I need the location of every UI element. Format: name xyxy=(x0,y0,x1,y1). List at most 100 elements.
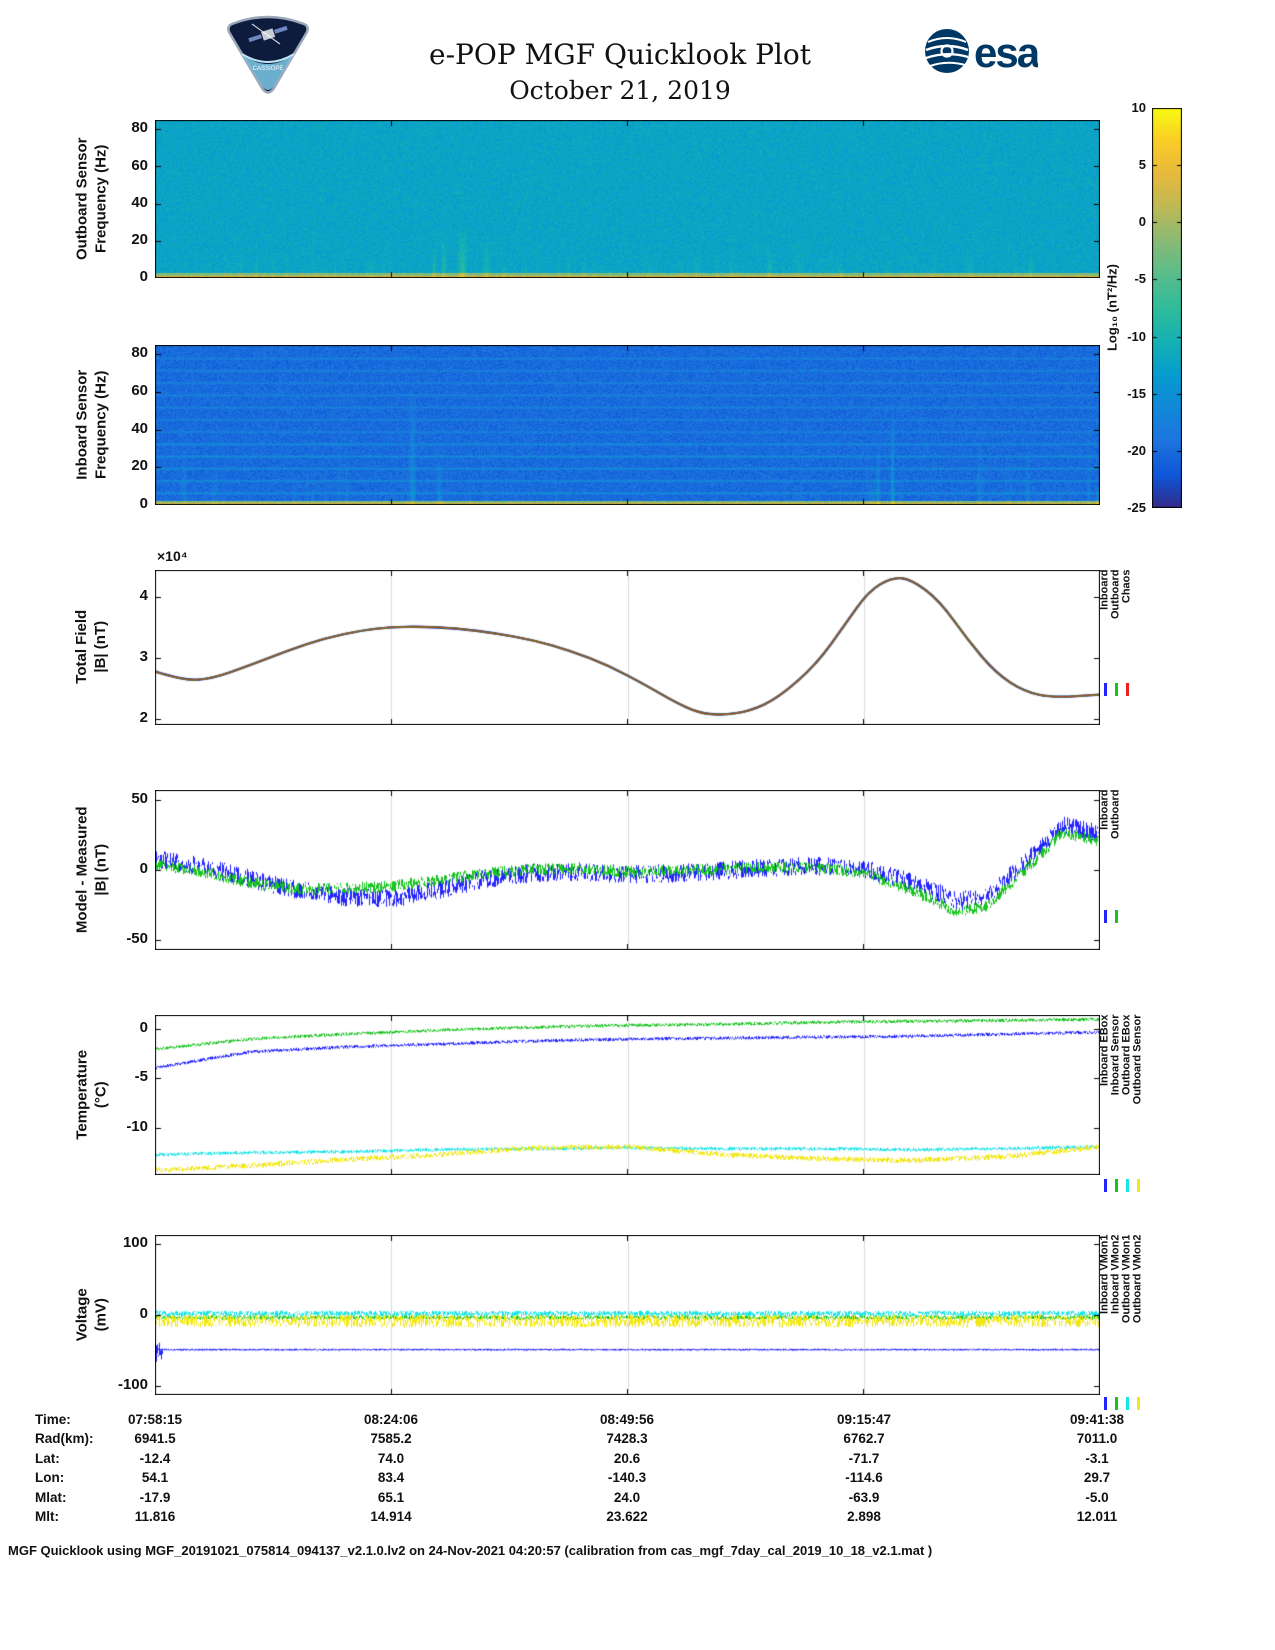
legend-marker xyxy=(1104,1397,1107,1410)
eph-value: 09:41:38 xyxy=(1069,1412,1125,1427)
y-axis-label-temperature: Temperature (°C) xyxy=(73,1015,111,1175)
total-field-plot xyxy=(155,570,1100,725)
y-tick-label: 100 xyxy=(122,1233,148,1251)
y-tick-label: 3 xyxy=(139,648,148,666)
y-tick-label: -5 xyxy=(134,1068,148,1086)
y-tick-label: 2 xyxy=(139,708,148,726)
eph-value: 74.0 xyxy=(377,1450,405,1466)
inboard-spectrogram-plot xyxy=(155,345,1100,505)
legend-marker xyxy=(1104,683,1107,696)
eph-value: -71.7 xyxy=(848,1450,880,1466)
y-tick-label: 0 xyxy=(139,1305,148,1322)
y-tick-label: -100 xyxy=(117,1376,148,1394)
eph-value: 54.1 xyxy=(141,1470,169,1486)
esa-logo: esa xyxy=(925,29,1038,76)
mission-patch-text: CASSIOPE xyxy=(253,66,284,72)
eph-value: 08:24:06 xyxy=(363,1412,419,1427)
y-tick-label: 4 xyxy=(139,587,148,605)
legend-marker xyxy=(1126,1179,1129,1192)
eph-value: 7011.0 xyxy=(1076,1431,1118,1447)
colorbar-tick-label: -10 xyxy=(1127,328,1146,344)
y-tick-label: 0 xyxy=(139,1018,148,1036)
y-tick-label: 80 xyxy=(131,119,148,137)
eph-value: 2.898 xyxy=(847,1509,881,1524)
eph-row-label: Mlt: xyxy=(35,1509,59,1524)
eph-value: 6941.5 xyxy=(134,1431,176,1447)
eph-value: -5.0 xyxy=(1085,1489,1109,1505)
esa-wordmark: esa xyxy=(974,29,1038,76)
y-tick-label: 0 xyxy=(139,860,148,877)
y-axis-scale-label: ×10⁴ xyxy=(157,548,188,564)
eph-value: 23.622 xyxy=(606,1509,648,1524)
voltage-plot xyxy=(155,1235,1100,1395)
eph-value: 11.816 xyxy=(134,1509,176,1524)
legend-label: Outboard Sensor xyxy=(1131,1014,1144,1105)
figure-date: October 21, 2019 xyxy=(509,76,731,105)
mission-patch-earth xyxy=(242,54,294,90)
colorbar-tick-label: -5 xyxy=(1134,271,1146,287)
y-tick-label: 50 xyxy=(131,789,148,807)
mission-patch-shield xyxy=(227,15,309,94)
eph-row-label: Rad(km): xyxy=(35,1431,94,1447)
y-tick-label: 20 xyxy=(131,457,148,475)
legend-label: Chaos xyxy=(1120,569,1133,604)
legend-marker xyxy=(1115,1397,1118,1410)
legend-marker xyxy=(1104,1179,1107,1192)
legend-marker xyxy=(1137,1397,1140,1410)
model-measured-plot xyxy=(155,790,1100,950)
eph-value: 6762.7 xyxy=(843,1431,885,1447)
eph-row-label: Lat: xyxy=(35,1450,60,1466)
colorbar-tick-label: 5 xyxy=(1138,157,1146,173)
eph-value: 7428.3 xyxy=(606,1431,648,1447)
y-tick-label: 40 xyxy=(131,419,148,437)
colorbar-tick-label: 0 xyxy=(1138,214,1146,230)
eph-value: 65.1 xyxy=(377,1489,405,1505)
footer-note: MGF Quicklook using MGF_20191021_075814_… xyxy=(8,1543,933,1558)
y-axis-label-line: (°C) xyxy=(92,1081,109,1109)
legend-marker xyxy=(1126,683,1129,696)
eph-value: -3.1 xyxy=(1085,1450,1109,1466)
eph-row-label: Mlat: xyxy=(35,1489,67,1505)
eph-value: 07:58:15 xyxy=(127,1412,183,1427)
eph-value: 14.914 xyxy=(370,1509,412,1524)
mission-patch-arc xyxy=(241,53,295,63)
eph-value: -140.3 xyxy=(607,1470,647,1486)
y-tick-label: 0 xyxy=(139,268,148,285)
eph-value: -17.9 xyxy=(139,1489,171,1505)
colorbar-tick-label: -25 xyxy=(1127,500,1146,515)
eph-value: 24.0 xyxy=(613,1489,641,1505)
y-tick-label: 80 xyxy=(131,344,148,362)
eph-value: 12.011 xyxy=(1076,1509,1118,1524)
colorbar xyxy=(1152,108,1182,508)
y-tick-label: 40 xyxy=(131,193,148,211)
legend-marker xyxy=(1115,1179,1118,1192)
eph-value: 20.6 xyxy=(613,1450,641,1466)
y-tick-label: 60 xyxy=(131,156,148,174)
eph-row-label: Lon: xyxy=(35,1470,65,1486)
y-tick-label: 0 xyxy=(139,495,148,512)
legend-marker xyxy=(1126,1397,1129,1410)
colorbar-label: Log₁₀ (nT²/Hz) xyxy=(1104,263,1120,352)
y-axis-label-line: Temperature xyxy=(73,1049,91,1140)
eph-value: 29.7 xyxy=(1083,1470,1111,1486)
eph-value: -63.9 xyxy=(848,1489,880,1505)
esa-emblem-stripes xyxy=(925,37,969,67)
eph-value: -12.4 xyxy=(139,1450,171,1466)
temperature-plot xyxy=(155,1015,1100,1175)
outboard-spectrogram-plot xyxy=(155,120,1100,278)
eph-value: 83.4 xyxy=(377,1470,405,1486)
legend-marker xyxy=(1137,1179,1140,1192)
eph-value: 08:49:56 xyxy=(599,1412,655,1427)
eph-value: 7585.2 xyxy=(370,1431,412,1447)
mission-patch-satellite xyxy=(248,23,288,45)
eph-value: 09:15:47 xyxy=(836,1412,892,1427)
y-tick-label: 60 xyxy=(131,382,148,400)
cassiope-mission-logo: CASSIOPE xyxy=(227,15,309,94)
y-tick-label: 20 xyxy=(131,230,148,248)
y-tick-label: -50 xyxy=(126,930,148,948)
legend-marker xyxy=(1115,683,1118,696)
colorbar-tick-label: -15 xyxy=(1127,385,1146,401)
figure-title: e-POP MGF Quicklook Plot xyxy=(429,38,811,71)
legend-label: Outboard VMon2 xyxy=(1131,1234,1144,1324)
